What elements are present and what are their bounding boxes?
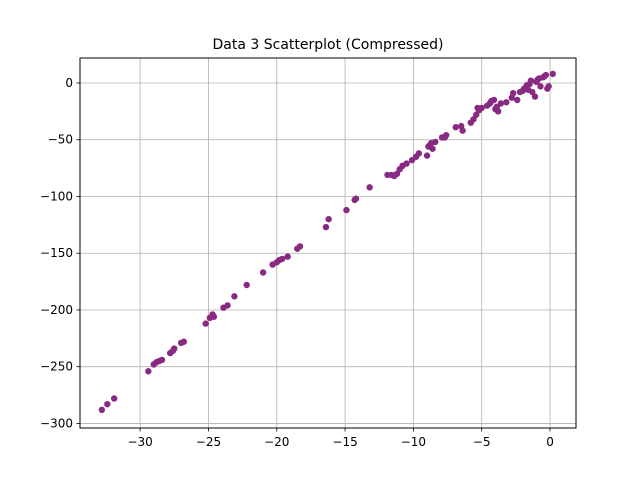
data-points xyxy=(98,70,556,414)
data-point xyxy=(549,70,556,78)
data-point xyxy=(224,302,231,309)
data-point xyxy=(497,100,505,107)
data-point xyxy=(432,138,439,146)
y-tick-label: −250 xyxy=(40,360,73,374)
data-point xyxy=(429,145,436,152)
chart-title: Data 3 Scatterplot (Compressed) xyxy=(213,37,444,53)
data-point xyxy=(442,131,450,139)
data-point xyxy=(542,71,550,79)
data-point xyxy=(171,345,178,352)
y-tick-label: −150 xyxy=(40,246,73,260)
data-point xyxy=(279,255,286,263)
y-tick-label: −100 xyxy=(40,189,73,203)
data-point xyxy=(110,395,118,402)
data-point xyxy=(459,127,466,134)
x-tick-label: −20 xyxy=(264,435,289,449)
y-tick-label: −50 xyxy=(48,133,73,147)
data-point xyxy=(243,281,250,289)
y-tick-label: −300 xyxy=(40,416,73,430)
data-point xyxy=(478,104,485,112)
data-point xyxy=(490,96,498,104)
data-point xyxy=(545,83,552,90)
x-tick-label: −10 xyxy=(401,435,426,449)
data-point xyxy=(180,338,188,345)
data-point xyxy=(531,93,539,100)
data-point xyxy=(527,77,535,84)
y-axis: −300 −250 −200 −150 −100 −50 0 xyxy=(40,76,80,430)
data-point xyxy=(509,89,517,97)
data-point xyxy=(145,368,152,375)
y-tick-label: −200 xyxy=(40,303,73,317)
data-point xyxy=(415,150,423,157)
x-tick-label: −15 xyxy=(332,435,357,449)
data-point xyxy=(403,160,410,167)
grid-lines xyxy=(80,58,576,428)
y-tick-label: 0 xyxy=(65,76,73,90)
data-point xyxy=(366,184,373,191)
data-point xyxy=(325,215,332,223)
plot-frame xyxy=(79,57,577,429)
data-point xyxy=(322,223,330,231)
data-point xyxy=(284,253,291,260)
x-tick-label: −5 xyxy=(473,435,491,449)
data-point xyxy=(231,293,238,300)
data-point xyxy=(423,152,431,159)
data-point xyxy=(104,400,111,408)
data-point xyxy=(494,108,502,115)
data-point xyxy=(98,406,106,414)
x-tick-label: −25 xyxy=(196,435,221,449)
data-point xyxy=(296,243,304,250)
data-point xyxy=(503,99,510,106)
x-tick-label: −30 xyxy=(127,435,152,449)
data-point xyxy=(259,269,267,276)
x-tick-label: 0 xyxy=(546,435,554,449)
data-point xyxy=(210,313,218,320)
data-point xyxy=(514,96,521,104)
x-axis: −30 −25 −20 −15 −10 −5 0 xyxy=(127,428,554,449)
data-point xyxy=(537,83,544,90)
data-point xyxy=(452,124,459,131)
data-point xyxy=(158,356,166,364)
data-point xyxy=(343,206,350,214)
data-point xyxy=(202,320,209,327)
data-point xyxy=(352,195,360,202)
